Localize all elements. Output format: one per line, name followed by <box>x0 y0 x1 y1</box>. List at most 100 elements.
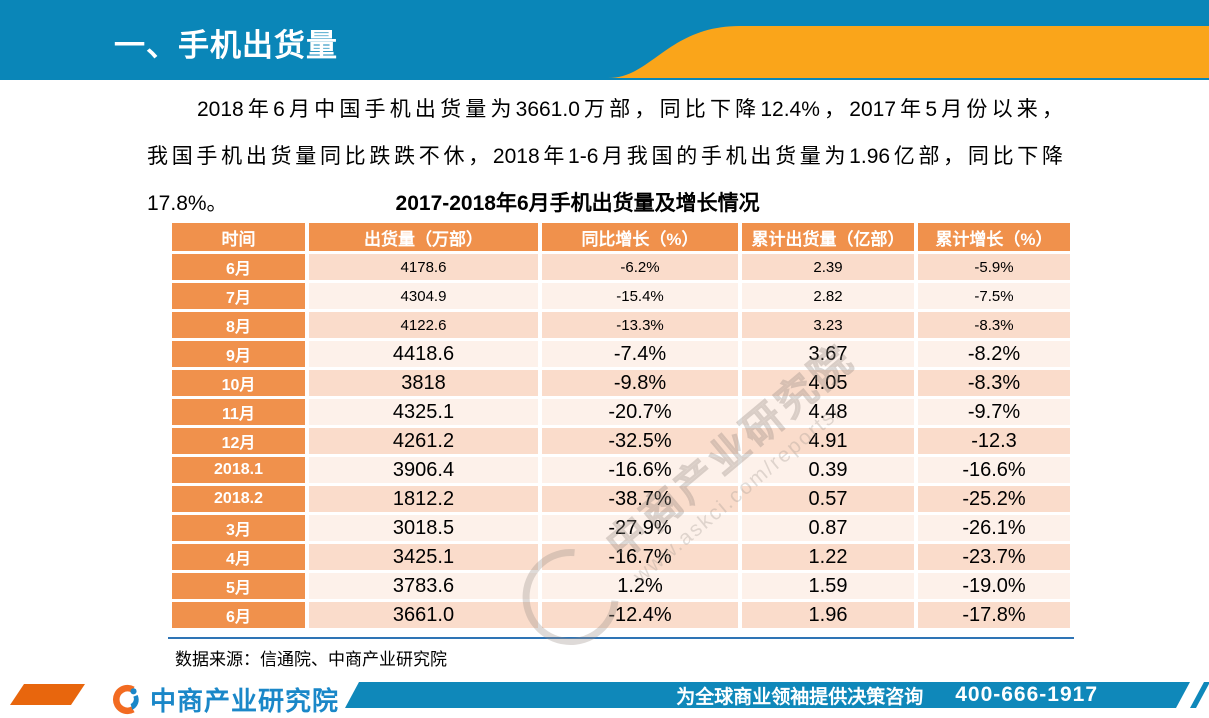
row-value: 4418.6 <box>309 341 538 367</box>
row-value: 2.82 <box>742 283 914 309</box>
footer-phone: 400-666-1917 <box>955 683 1098 706</box>
row-value: -26.1% <box>918 515 1070 541</box>
row-value: -23.7% <box>918 544 1070 570</box>
footer-accent-left <box>10 684 85 705</box>
table-row: 2018.1 3906.4 -16.6% 0.39 -16.6% <box>172 457 1070 483</box>
page-title: 一、手机出货量 <box>114 28 338 63</box>
table-row: 7月 4304.9 -15.4% 2.82 -7.5% <box>172 283 1070 309</box>
row-period: 2018.2 <box>172 486 305 512</box>
logo-text: 中商产业研究院 <box>150 686 340 716</box>
row-value: -8.2% <box>918 341 1070 367</box>
row-value: -16.7% <box>542 544 738 570</box>
table-row: 11月 4325.1 -20.7% 4.48 -9.7% <box>172 399 1070 425</box>
footer-slogan: 为全球商业领袖提供决策咨询 <box>676 686 924 708</box>
row-value: 3661.0 <box>309 602 538 628</box>
row-value: 2.39 <box>742 254 914 280</box>
row-value: -5.9% <box>918 254 1070 280</box>
row-period: 2018.1 <box>172 457 305 483</box>
row-value: -27.9% <box>542 515 738 541</box>
row-value: -7.5% <box>918 283 1070 309</box>
logo-icon <box>113 684 139 715</box>
row-value: -8.3% <box>918 312 1070 338</box>
row-period: 8月 <box>172 312 305 338</box>
intro-paragraph: 2018年6月中国手机出货量为3661.0万部，同比下降12.4%，2017年5… <box>147 86 1063 227</box>
row-value: 4178.6 <box>309 254 538 280</box>
table-title: 2017-2018年6月手机出货量及增长情况 <box>395 192 760 215</box>
paragraph-line-2: 我国手机出货量同比跌跌不休，2018年1-6月我国的手机出货量为1.96亿部，同… <box>147 145 1063 168</box>
row-value: 1812.2 <box>309 486 538 512</box>
row-period: 3月 <box>172 515 305 541</box>
row-value: 4.91 <box>742 428 914 454</box>
data-source: 数据来源：信通院、中商产业研究院 <box>175 650 447 669</box>
shipment-table: 时间 出货量（万部） 同比增长（%） 累计出货量（亿部） 累计增长（%） 6月 4… <box>168 220 1074 631</box>
column-header-cumulative: 累计出货量（亿部） <box>742 223 914 251</box>
header-swoosh <box>608 26 1209 78</box>
row-period: 10月 <box>172 370 305 396</box>
row-value: -13.3% <box>542 312 738 338</box>
table-row: 3月 3018.5 -27.9% 0.87 -26.1% <box>172 515 1070 541</box>
row-value: -9.8% <box>542 370 738 396</box>
row-value: 3.23 <box>742 312 914 338</box>
row-value: 4.48 <box>742 399 914 425</box>
row-value: 3906.4 <box>309 457 538 483</box>
row-period: 6月 <box>172 602 305 628</box>
row-value: 3783.6 <box>309 573 538 599</box>
table-row: 6月 3661.0 -12.4% 1.96 -17.8% <box>172 602 1070 628</box>
row-period: 11月 <box>172 399 305 425</box>
row-period: 4月 <box>172 544 305 570</box>
column-header-shipments: 出货量（万部） <box>309 223 538 251</box>
row-value: -6.2% <box>542 254 738 280</box>
row-period: 5月 <box>172 573 305 599</box>
row-value: 0.57 <box>742 486 914 512</box>
table-header-row: 时间 出货量（万部） 同比增长（%） 累计出货量（亿部） 累计增长（%） <box>172 223 1070 251</box>
table-row: 12月 4261.2 -32.5% 4.91 -12.3 <box>172 428 1070 454</box>
row-value: 3.67 <box>742 341 914 367</box>
row-value: 3818 <box>309 370 538 396</box>
footer-bar: 为全球商业领袖提供决策咨询 400-666-1917 <box>345 682 1190 708</box>
paragraph-line-1: 2018年6月中国手机出货量为3661.0万部，同比下降12.4%，2017年5… <box>197 98 1063 121</box>
table-row: 10月 3818 -9.8% 4.05 -8.3% <box>172 370 1070 396</box>
row-value: -38.7% <box>542 486 738 512</box>
table-row: 4月 3425.1 -16.7% 1.22 -23.7% <box>172 544 1070 570</box>
header-banner: 一、手机出货量 <box>0 0 1209 80</box>
row-value: -20.7% <box>542 399 738 425</box>
row-value: -25.2% <box>918 486 1070 512</box>
column-header-yoy-growth: 同比增长（%） <box>542 223 738 251</box>
row-value: 4.05 <box>742 370 914 396</box>
row-period: 7月 <box>172 283 305 309</box>
company-logo: 中商产业研究院 <box>112 681 339 718</box>
row-value: -7.4% <box>542 341 738 367</box>
row-value: -12.4% <box>542 602 738 628</box>
row-value: 4325.1 <box>309 399 538 425</box>
table-row: 2018.2 1812.2 -38.7% 0.57 -25.2% <box>172 486 1070 512</box>
row-value: 1.2% <box>542 573 738 599</box>
row-value: -17.8% <box>918 602 1070 628</box>
row-value: 4122.6 <box>309 312 538 338</box>
row-value: 1.59 <box>742 573 914 599</box>
row-value: 4304.9 <box>309 283 538 309</box>
shipment-table-body: 6月 4178.6 -6.2% 2.39 -5.9% 7月 4304.9 -15.4% 2.82… <box>172 254 1070 628</box>
row-value: -16.6% <box>542 457 738 483</box>
row-value: 1.22 <box>742 544 914 570</box>
row-value: 4261.2 <box>309 428 538 454</box>
paragraph-line-3: 17.8%。 <box>147 192 228 215</box>
row-period: 6月 <box>172 254 305 280</box>
row-value: 3425.1 <box>309 544 538 570</box>
table-row: 5月 3783.6 1.2% 1.59 -19.0% <box>172 573 1070 599</box>
row-value: -12.3 <box>918 428 1070 454</box>
row-value: 3018.5 <box>309 515 538 541</box>
row-value: -32.5% <box>542 428 738 454</box>
row-value: 0.87 <box>742 515 914 541</box>
footer-bar-slash <box>1190 682 1209 708</box>
table-row: 9月 4418.6 -7.4% 3.67 -8.2% <box>172 341 1070 367</box>
row-value: -16.6% <box>918 457 1070 483</box>
column-header-time: 时间 <box>172 223 305 251</box>
row-value: 0.39 <box>742 457 914 483</box>
row-value: -15.4% <box>542 283 738 309</box>
row-value: 1.96 <box>742 602 914 628</box>
row-period: 9月 <box>172 341 305 367</box>
table-row: 6月 4178.6 -6.2% 2.39 -5.9% <box>172 254 1070 280</box>
table-row: 8月 4122.6 -13.3% 3.23 -8.3% <box>172 312 1070 338</box>
column-header-cum-growth: 累计增长（%） <box>918 223 1070 251</box>
